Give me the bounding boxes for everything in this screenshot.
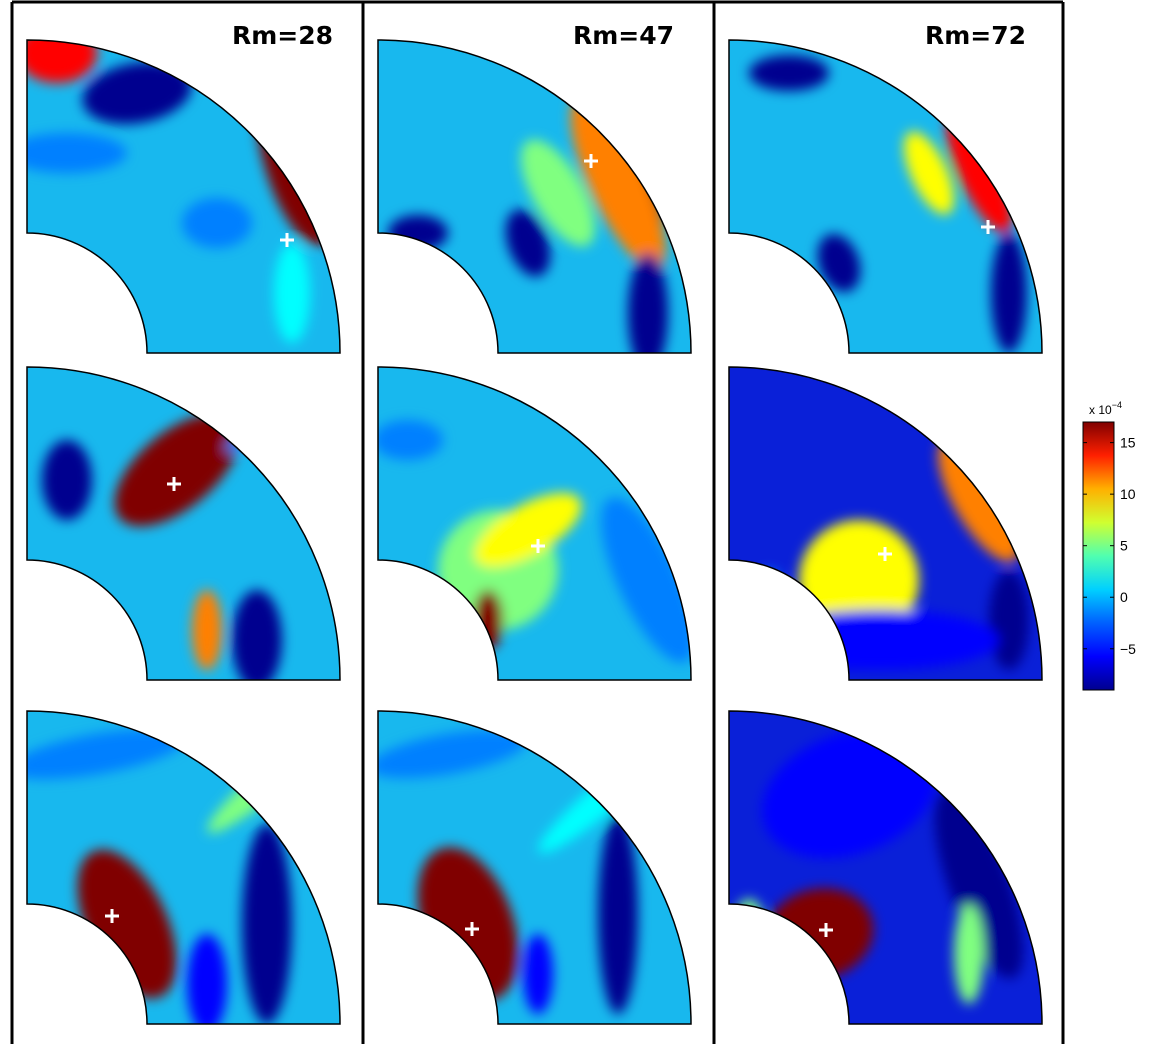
contour-region	[274, 243, 310, 343]
contour-region	[934, 789, 1024, 979]
contour-region	[749, 55, 829, 91]
contour-region	[991, 233, 1027, 353]
contour-region	[754, 570, 784, 610]
title-rm-47: Rm=47	[573, 21, 674, 50]
marker-cross	[819, 923, 833, 937]
panel-rm2-row3	[378, 711, 691, 1024]
contour-region	[505, 209, 551, 277]
annulus-outline	[26, 39, 341, 354]
panel-rm2-row1	[378, 40, 691, 353]
colorbar: x 10−4 15 10 5 0 −5	[1082, 400, 1136, 691]
contour-region	[799, 520, 919, 640]
contour-region	[521, 139, 595, 247]
contour-region	[386, 595, 450, 645]
contour-region	[207, 715, 340, 833]
contour-plots	[26, 39, 1043, 1025]
marker-cross	[584, 154, 598, 168]
contour-region	[378, 420, 443, 460]
panel-rm3-row3	[729, 711, 1042, 1024]
annulus-outline	[26, 710, 341, 1025]
marker-cross	[981, 220, 995, 234]
title-rm-28: Rm=28	[232, 21, 333, 50]
marker-cross	[531, 539, 545, 553]
contour-region	[601, 497, 691, 663]
annulus-outline	[377, 710, 692, 1025]
contour-region	[232, 590, 282, 680]
contour-region	[42, 440, 92, 520]
colorbar-tick-label: 0	[1120, 589, 1128, 605]
colorbar-multiplier: x 10−4	[1089, 400, 1122, 417]
contour-region	[27, 40, 97, 83]
contour-region	[628, 253, 668, 353]
annulus-outline	[728, 366, 1043, 681]
colorbar-tick-label: 15	[1120, 435, 1136, 451]
marker-cross	[465, 922, 479, 936]
panel-rm1-row1	[27, 40, 340, 353]
colorbar-multiplier-base: x 10	[1089, 403, 1112, 417]
annulus-outline	[26, 366, 341, 681]
contour-region	[817, 233, 861, 293]
colorbar-tick-label: 5	[1120, 538, 1128, 554]
colorbar-multiplier-exponent: −4	[1112, 400, 1122, 410]
contour-region	[734, 899, 764, 949]
contour-region	[761, 729, 937, 859]
panel-rm1-row2	[27, 367, 340, 680]
contour-region	[759, 610, 999, 670]
contour-region	[192, 590, 222, 670]
marker-cross	[280, 233, 294, 247]
panel-rm3-row2	[729, 367, 1042, 680]
panel-rm3-row1	[729, 40, 1042, 353]
marker-cross	[878, 547, 892, 561]
marker-cross	[105, 909, 119, 923]
contour-region	[182, 198, 252, 248]
annulus-outline	[377, 39, 692, 354]
colorbar-tick-label: 10	[1120, 486, 1136, 502]
contour-region	[473, 590, 503, 650]
marker-cross	[167, 477, 181, 491]
panel-rm1-row3	[27, 711, 340, 1024]
colorbar-tick-label: −5	[1120, 641, 1136, 657]
panel-frame	[10, 0, 1065, 1044]
contour-region	[27, 133, 127, 173]
colorbar-ticks: 15 10 5 0 −5	[1083, 435, 1136, 657]
annulus-outline	[377, 366, 692, 681]
annulus-outline	[728, 710, 1043, 1025]
contour-region	[937, 438, 1021, 562]
contour-region	[242, 824, 292, 1024]
contour-region	[903, 131, 955, 215]
contour-region	[474, 493, 582, 567]
contour-region	[523, 934, 553, 1014]
contour-region	[570, 96, 666, 270]
annulus-outline	[728, 39, 1043, 354]
contour-region	[114, 413, 240, 527]
contour-region	[187, 934, 227, 1024]
contour-region	[82, 61, 192, 125]
contour-region	[989, 570, 1029, 670]
contour-region	[598, 814, 638, 1014]
contour-region	[378, 729, 527, 779]
title-rm-72: Rm=72	[925, 21, 1026, 50]
contour-region	[954, 904, 984, 1004]
contour-region	[27, 728, 186, 780]
contour-region	[388, 215, 448, 251]
colorbar-gradient	[1082, 421, 1115, 691]
